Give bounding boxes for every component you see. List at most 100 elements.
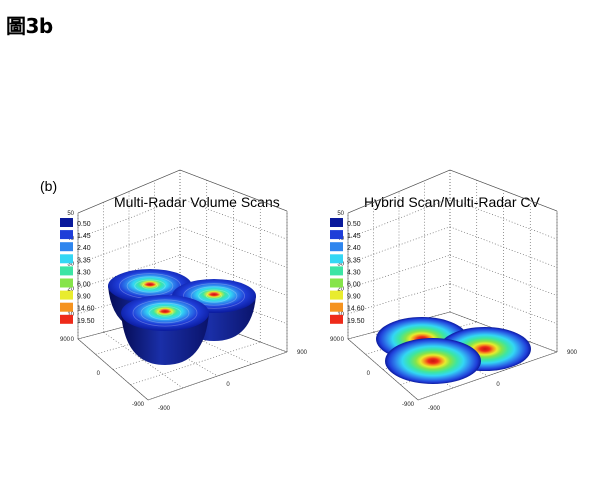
ring [140, 302, 190, 324]
z-tick-label: 0 [341, 337, 345, 343]
legend-label: 6.00 [77, 282, 91, 289]
panel-letter: (b) [40, 178, 58, 194]
legend-label: 19.50 [347, 318, 365, 325]
legend-label: 1.45 [347, 233, 361, 240]
grid-line [179, 254, 288, 296]
ring [134, 279, 166, 293]
ring [132, 299, 198, 327]
grid-line [449, 198, 558, 240]
legend-label: 0.50 [77, 221, 91, 228]
figure-label: 圖3b [6, 14, 53, 38]
left-3d-plot: 010203040509000-900-90009000.501.452.403… [60, 169, 308, 412]
legend-label: 6.00 [347, 282, 361, 289]
legend-label: 14.60 [347, 306, 365, 313]
grid-line [347, 254, 451, 289]
y-tick-label: 900 [297, 350, 308, 356]
y-tick-label: 0 [496, 382, 500, 388]
legend-swatch [60, 230, 73, 240]
legend-label: 14.60 [77, 306, 95, 313]
grid-line [347, 198, 451, 239]
legend-swatch [60, 254, 73, 264]
right-3d-plot: 010203040509000-900-90009000.501.452.403… [330, 169, 578, 412]
legend-swatch [60, 242, 73, 252]
legend-swatch [330, 218, 343, 227]
box-edge [77, 169, 181, 214]
ring [148, 306, 182, 320]
ring [126, 276, 174, 296]
left-plot-title: Multi-Radar Volume Scans [114, 194, 280, 210]
floor-grid-line [347, 311, 451, 340]
y-tick-label: 0 [226, 382, 230, 388]
legend-swatch [60, 218, 73, 227]
legend-label: 19.50 [77, 318, 95, 325]
box-edge [449, 169, 558, 212]
ring [198, 289, 230, 303]
x-axis [347, 338, 419, 401]
x-tick-label: -900 [132, 402, 145, 408]
grid-line [77, 226, 181, 264]
y-tick-label: 900 [567, 350, 578, 356]
floor-grid-line [128, 325, 218, 377]
x-tick-label: 0 [367, 371, 371, 377]
volume-top [121, 295, 209, 331]
z-tick-label: 30 [337, 261, 344, 267]
legend-swatch [60, 302, 73, 312]
grid-line [449, 283, 558, 325]
legend-label: 4.30 [77, 269, 91, 276]
z-tick-label: 40 [67, 236, 74, 242]
box-edge [347, 169, 451, 214]
legend-swatch [330, 302, 343, 312]
legend-label: 9.90 [77, 294, 91, 301]
ring [141, 282, 159, 290]
legend-label: 2.40 [77, 245, 91, 252]
x-tick-label: -900 [402, 402, 415, 408]
z-tick-label: 50 [337, 211, 344, 217]
ring [205, 292, 223, 300]
legend-label: 0.50 [347, 221, 361, 228]
right-plot-title: Hybrid Scan/Multi-Radar CV [364, 194, 540, 210]
legend-label: 3.35 [77, 257, 91, 264]
volume-radar-3 [121, 295, 209, 365]
legend-swatch [60, 290, 73, 300]
legend-swatch [60, 314, 73, 324]
legend-label: 2.40 [347, 245, 361, 252]
ring [156, 309, 174, 317]
z-tick-label: 40 [337, 236, 344, 242]
y-tick-label: -900 [428, 406, 441, 412]
legend-swatch [330, 314, 343, 324]
floor-grid-line [103, 332, 183, 389]
grid-line [347, 226, 451, 264]
grid-line [449, 254, 558, 296]
y-axis [147, 351, 288, 401]
z-tick-label: 20 [337, 287, 344, 293]
hybrid-radar-3 [385, 338, 481, 384]
legend-label: 1.45 [77, 233, 91, 240]
legend-label: 4.30 [347, 269, 361, 276]
ring [190, 286, 238, 306]
legend-label: 9.90 [347, 294, 361, 301]
grid-line [77, 198, 181, 239]
legend-swatch [60, 266, 73, 276]
x-axis [77, 338, 149, 401]
legend-label: 3.35 [347, 257, 361, 264]
x-tick-label: 0 [97, 371, 101, 377]
legend-swatch [330, 290, 343, 300]
y-axis [417, 351, 558, 401]
ring [183, 283, 245, 309]
grid-line [179, 198, 288, 240]
legend-swatch [330, 278, 343, 288]
volume-top [108, 269, 192, 303]
z-tick-label: 20 [67, 287, 74, 293]
z-tick-label: 50 [67, 211, 74, 217]
legend-swatch [330, 242, 343, 252]
legend-swatch [330, 254, 343, 264]
legend-swatch [330, 266, 343, 276]
z-tick-label: 30 [67, 261, 74, 267]
x-tick-label: 900 [330, 337, 341, 343]
box-edge [179, 169, 288, 212]
legend-swatch [60, 278, 73, 288]
x-tick-label: 900 [60, 337, 71, 343]
y-tick-label: -900 [158, 406, 171, 412]
z-tick-label: 0 [71, 337, 75, 343]
